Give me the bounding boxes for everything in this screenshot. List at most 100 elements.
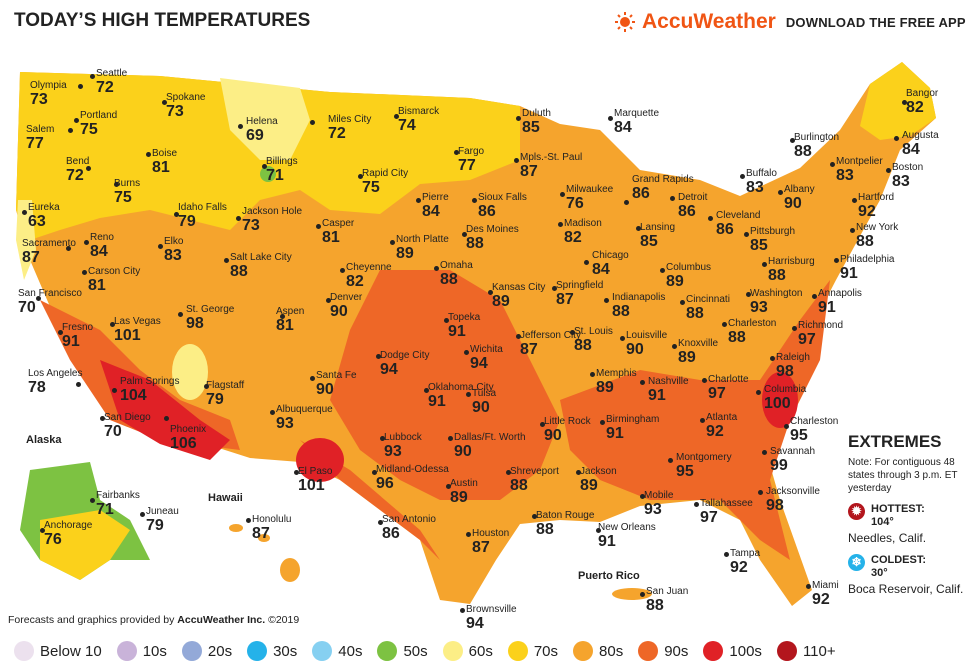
legend-item: 100s (703, 641, 762, 661)
city-temp: 88 (536, 521, 554, 538)
city-temp: 69 (246, 127, 264, 144)
city-temp: 83 (836, 167, 854, 184)
city-name: New York (856, 222, 899, 233)
city-name: Des Moines (466, 224, 519, 235)
city-temp: 79 (178, 213, 196, 230)
city-name: Pittsburgh (750, 226, 796, 237)
city-marker (162, 100, 167, 105)
city-temp: 104 (120, 387, 147, 404)
city-label: Casper 81 (322, 218, 354, 246)
city-temp: 88 (856, 233, 874, 250)
download-app-link[interactable]: DOWNLOAD THE FREE APP (785, 14, 966, 30)
city-marker (762, 450, 767, 455)
legend-label: Below 10 (40, 642, 102, 660)
city-marker (416, 198, 421, 203)
city-marker (434, 266, 439, 271)
city-marker (444, 318, 449, 323)
region-label-hawaii: Hawaii (208, 492, 243, 504)
hottest-label-group: HOTTEST: 104° (871, 503, 925, 529)
city-label: Brownsville 94 (466, 604, 517, 632)
city-temp: 81 (88, 277, 106, 294)
city-marker (702, 378, 707, 383)
city-marker (758, 490, 763, 495)
band-100s-desert (100, 360, 230, 460)
city-label: Austin 89 (450, 478, 478, 506)
legend-item: 30s (247, 641, 297, 661)
legend-swatch (312, 641, 333, 661)
city-marker (448, 436, 453, 441)
city-label: Fresno 91 (62, 322, 93, 350)
city-temp: 70 (104, 423, 122, 440)
city-temp: 86 (716, 221, 734, 238)
city-label: Salt Lake City 88 (230, 252, 292, 280)
city-temp: 79 (146, 517, 164, 534)
band-90s-southern-plains (330, 270, 560, 500)
city-marker (830, 162, 835, 167)
city-name: Fargo (458, 146, 485, 157)
city-label: Midland-Odessa 96 (376, 464, 449, 492)
city-name: Annapolis (818, 288, 862, 299)
city-name: Albuquerque (276, 404, 333, 415)
legend-label: 90s (664, 642, 689, 660)
city-marker (460, 608, 465, 613)
city-label: Lansing 85 (640, 222, 675, 250)
city-label: Seattle 72 (96, 68, 127, 96)
city-label: Boise 81 (152, 148, 177, 176)
band-100s-columbia (762, 372, 798, 428)
city-temp: 95 (676, 463, 694, 480)
city-label: Bangor 82 (906, 88, 938, 116)
brand-name: AccuWeather (642, 10, 776, 33)
city-label: Albany 90 (784, 184, 815, 212)
sun-icon (615, 12, 635, 32)
city-name: Duluth (522, 108, 551, 119)
city-name: Albany (784, 184, 815, 195)
city-temp: 91 (598, 533, 616, 550)
city-temp: 85 (750, 237, 768, 254)
brand[interactable]: AccuWeather DOWNLOAD THE FREE APP (614, 10, 966, 34)
city-name: Sacramento (22, 238, 76, 249)
city-marker (746, 292, 751, 297)
coldest-value: 30° (871, 567, 888, 579)
extremes-note: Note: For contiguous 48 states through 3… (848, 457, 958, 494)
city-label: San Francisco 70 (18, 288, 82, 316)
city-label: Philadelphia 91 (840, 254, 895, 282)
city-temp: 72 (96, 79, 114, 96)
city-marker (852, 198, 857, 203)
city-name: Harrisburg (768, 256, 815, 267)
city-name: Atlanta (706, 412, 738, 423)
city-name: Chicago (592, 250, 629, 261)
city-name: Carson City (88, 266, 141, 277)
city-temp: 82 (346, 273, 364, 290)
city-label: Cleveland 86 (716, 210, 760, 238)
city-temp: 70 (18, 299, 36, 316)
city-name: Brownsville (466, 604, 517, 615)
city-name: Birmingham (606, 414, 660, 425)
city-name: Burlington (794, 132, 840, 143)
legend-item: 10s (116, 641, 167, 661)
snowflake-icon: ❄ (848, 554, 865, 571)
city-label: Memphis 89 (596, 368, 637, 396)
city-name: Austin (450, 478, 478, 489)
city-temp: 89 (678, 349, 696, 366)
city-label: Omaha 88 (440, 260, 473, 288)
legend-swatch (638, 641, 659, 661)
band-60s-montana (220, 78, 310, 160)
city-name: Boston (892, 162, 924, 173)
city-label: Tallahassee 97 (700, 498, 753, 526)
city-name: Buffalo (746, 168, 777, 179)
legend-swatch (703, 641, 724, 661)
city-label: Olympia 73 (30, 80, 67, 108)
city-marker (660, 268, 665, 273)
city-label: Salem 77 (26, 124, 54, 152)
city-name: Lansing (640, 222, 676, 233)
city-label: Shreveport 88 (510, 466, 559, 494)
city-name: Montpelier (836, 156, 883, 167)
city-label: Eureka 63 (28, 202, 60, 230)
city-name: El Paso (298, 466, 333, 477)
city-name: Fresno (62, 322, 94, 333)
city-name: Richmond (798, 320, 844, 331)
city-name: Jackson (580, 466, 617, 477)
city-marker (770, 356, 775, 361)
city-temp: 86 (678, 203, 696, 220)
region-label-puerto-rico: Puerto Rico (578, 570, 640, 582)
